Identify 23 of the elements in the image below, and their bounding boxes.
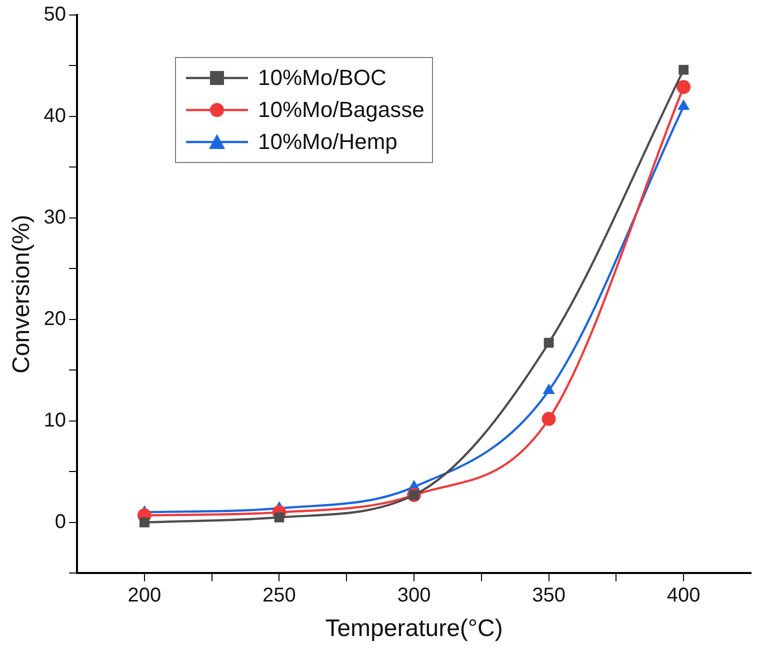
x-tick-label: 200: [128, 584, 162, 607]
x-tick-label: 400: [666, 584, 700, 607]
y-tick-label: 10: [44, 409, 66, 432]
y-tick-label: 20: [44, 308, 66, 330]
point: [676, 80, 691, 94]
point: [542, 384, 555, 394]
y-tick-label: 30: [44, 206, 66, 228]
y-tick-label: 0: [54, 510, 66, 533]
x-tick-label: 250: [262, 584, 296, 607]
y-axis-title: Conversion(%): [8, 214, 36, 374]
point: [544, 338, 554, 348]
point: [542, 412, 556, 426]
y-tick-label: 50: [44, 4, 66, 26]
y-tick-label: 40: [44, 105, 66, 128]
legend-label: 10%Mo/BOC: [258, 65, 386, 91]
x-axis-title: Temperature(°C): [325, 615, 503, 642]
x-tick-label: 350: [532, 584, 566, 607]
point: [678, 64, 689, 75]
legend-label: 10%Mo/Hemp: [258, 129, 398, 155]
x-tick-label: 300: [397, 584, 431, 607]
point: [139, 518, 150, 528]
legend-label: 10%Mo/Bagasse: [258, 97, 424, 123]
point: [274, 512, 284, 522]
